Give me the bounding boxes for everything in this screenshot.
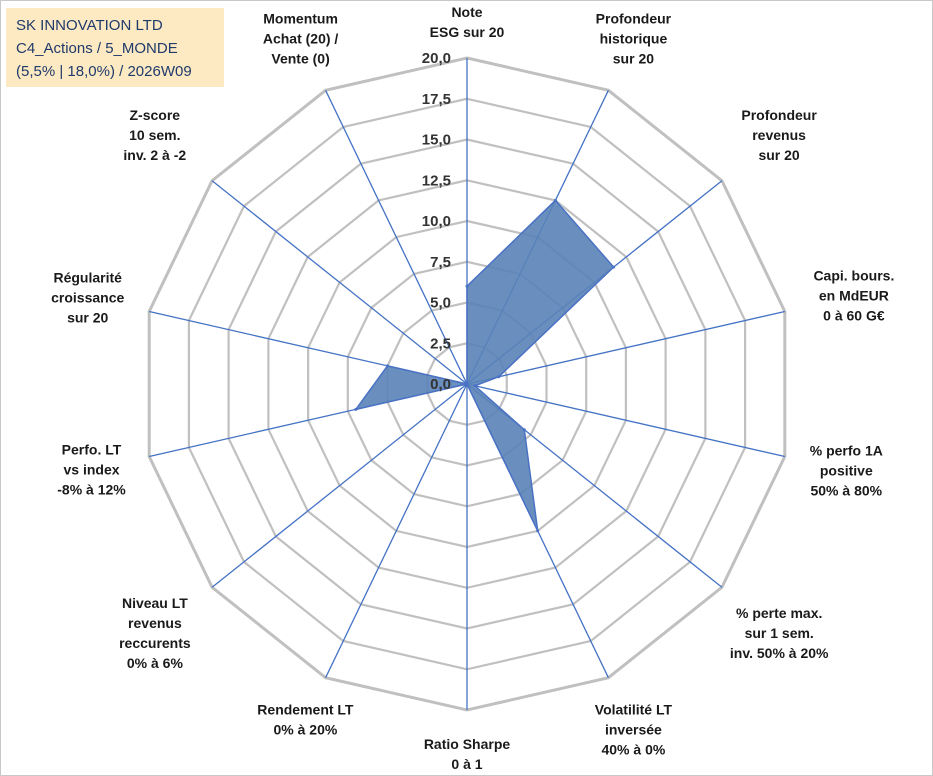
axis-label-line: % perfo 1A — [810, 443, 883, 459]
tick-label-6: 15,0 — [422, 132, 451, 149]
axis-label-line: inv. 50% à 20% — [730, 645, 829, 661]
axis-label-12: Z-score 10 sem. inv. 2 à -2 — [123, 107, 186, 163]
axis-label-line: revenus — [128, 615, 182, 631]
axis-label-line: Vente (0) — [271, 51, 329, 67]
tick-label-5: 12,5 — [422, 172, 451, 189]
axis-label-line: Niveau LT — [122, 595, 188, 611]
tick-labels: 0,0 2,5 5,0 7,5 10,0 12,5 15,0 17,5 20,0 — [422, 50, 451, 393]
axis-label-line: Perfo. LT — [62, 442, 122, 458]
data-point-3 — [497, 375, 501, 379]
axis-label-line: Z-score — [130, 107, 181, 123]
axis-label-line: croissance — [51, 289, 124, 305]
axis-label-line: Achat (20) / — [263, 31, 339, 47]
axis-label-9: Niveau LT revenus reccurents 0% à 6% — [119, 595, 191, 671]
axis-label-line: % perte max. — [736, 605, 822, 621]
axis-label-line: 50% à 80% — [810, 483, 882, 499]
data-point-10 — [354, 407, 358, 411]
axis-label-5: % perte max. sur 1 sem. inv. 50% à 20% — [730, 605, 829, 661]
spoke-8 — [325, 383, 468, 678]
data-point-0 — [465, 284, 469, 288]
spoke-4 — [466, 383, 785, 458]
tick-label-4: 10,0 — [422, 213, 451, 230]
axis-labels: Note ESG sur 20 Profondeur historique sur 20… — [51, 4, 894, 772]
portfolio-category: C4_Actions / 5_MONDE — [16, 40, 178, 57]
axis-label-line: 0% à 20% — [273, 722, 337, 738]
axis-label-line: Régularité — [53, 269, 122, 285]
axis-label-1: Profondeur historique sur 20 — [596, 11, 672, 67]
axis-label-line: historique — [600, 31, 668, 47]
axis-label-line: revenus — [752, 127, 806, 143]
axis-label-line: positive — [820, 463, 873, 479]
data-point-11 — [386, 364, 389, 368]
data-point-4 — [473, 384, 477, 388]
axis-label-line: 0% à 6% — [127, 655, 184, 671]
axis-label-line: 10 sem. — [129, 127, 180, 143]
data-point-13 — [465, 382, 469, 386]
axis-label-line: sur 20 — [67, 309, 108, 325]
axis-label-2: Profondeur revenus sur 20 — [741, 107, 817, 163]
data-point-6 — [536, 529, 540, 533]
tick-label-1: 2,5 — [430, 335, 451, 352]
info-box: SK INNOVATION LTD C4_Actions / 5_MONDE (… — [6, 8, 224, 87]
parameters-period: (5,5% | 18,0%) / 2026W09 — [16, 63, 192, 80]
axis-label-line: inv. 2 à -2 — [123, 147, 186, 163]
axis-label-0: Note ESG sur 20 — [430, 4, 505, 40]
spoke-3 — [466, 310, 785, 385]
axis-label-13: Momentum Achat (20) / Vente (0) — [263, 11, 339, 67]
axis-label-line: en MdEUR — [819, 288, 889, 304]
tick-label-8: 20,0 — [422, 50, 451, 67]
tick-label-7: 17,5 — [422, 91, 451, 108]
axis-label-line: sur 20 — [613, 51, 654, 67]
axis-label-line: Volatilité LT — [595, 702, 673, 718]
axis-label-line: 40% à 0% — [601, 742, 665, 758]
data-point-2 — [612, 265, 616, 269]
axis-label-line: Rendement LT — [257, 702, 354, 718]
spoke-12 — [211, 180, 468, 385]
axis-label-line: Ratio Sharpe — [424, 736, 511, 752]
axis-label-line: Capi. bours. — [813, 268, 894, 284]
axis-label-line: vs index — [63, 462, 119, 478]
axis-label-10: Perfo. LT vs index -8% à 12% — [57, 442, 126, 498]
series — [354, 198, 616, 533]
axis-label-line: Note — [451, 4, 482, 20]
axis-label-line: 0 à 60 G€ — [823, 308, 885, 324]
axis-label-line: Momentum — [263, 11, 338, 27]
axis-label-line: reccurents — [119, 635, 191, 651]
data-point-1 — [553, 198, 557, 202]
axis-label-3: Capi. bours. en MdEUR 0 à 60 G€ — [813, 268, 894, 324]
axis-label-11: Régularité croissance sur 20 — [51, 269, 124, 325]
tick-label-2: 5,0 — [430, 295, 451, 312]
axis-label-line: sur 20 — [758, 147, 799, 163]
axis-label-line: Profondeur — [596, 11, 672, 27]
axis-label-line: -8% à 12% — [57, 482, 126, 498]
series-area — [354, 199, 615, 532]
axis-label-line: 0 à 1 — [451, 756, 482, 772]
spoke-9 — [211, 383, 468, 588]
data-point-5 — [522, 428, 526, 432]
axis-label-line: sur 1 sem. — [745, 625, 814, 641]
axis-label-6: Volatilité LT inversée 40% à 0% — [595, 702, 673, 758]
axis-label-line: inversée — [605, 722, 662, 738]
axis-label-8: Rendement LT 0% à 20% — [257, 702, 354, 738]
spoke-13 — [325, 90, 468, 385]
axis-label-7: Ratio Sharpe 0 à 1 — [424, 736, 511, 772]
tick-label-3: 7,5 — [430, 254, 451, 271]
tick-label-0: 0,0 — [430, 376, 451, 393]
company-name: SK INNOVATION LTD — [16, 17, 163, 34]
axis-label-line: ESG sur 20 — [430, 24, 505, 40]
axis-label-line: Profondeur — [741, 107, 817, 123]
axis-label-4: % perfo 1A positive 50% à 80% — [810, 443, 883, 499]
